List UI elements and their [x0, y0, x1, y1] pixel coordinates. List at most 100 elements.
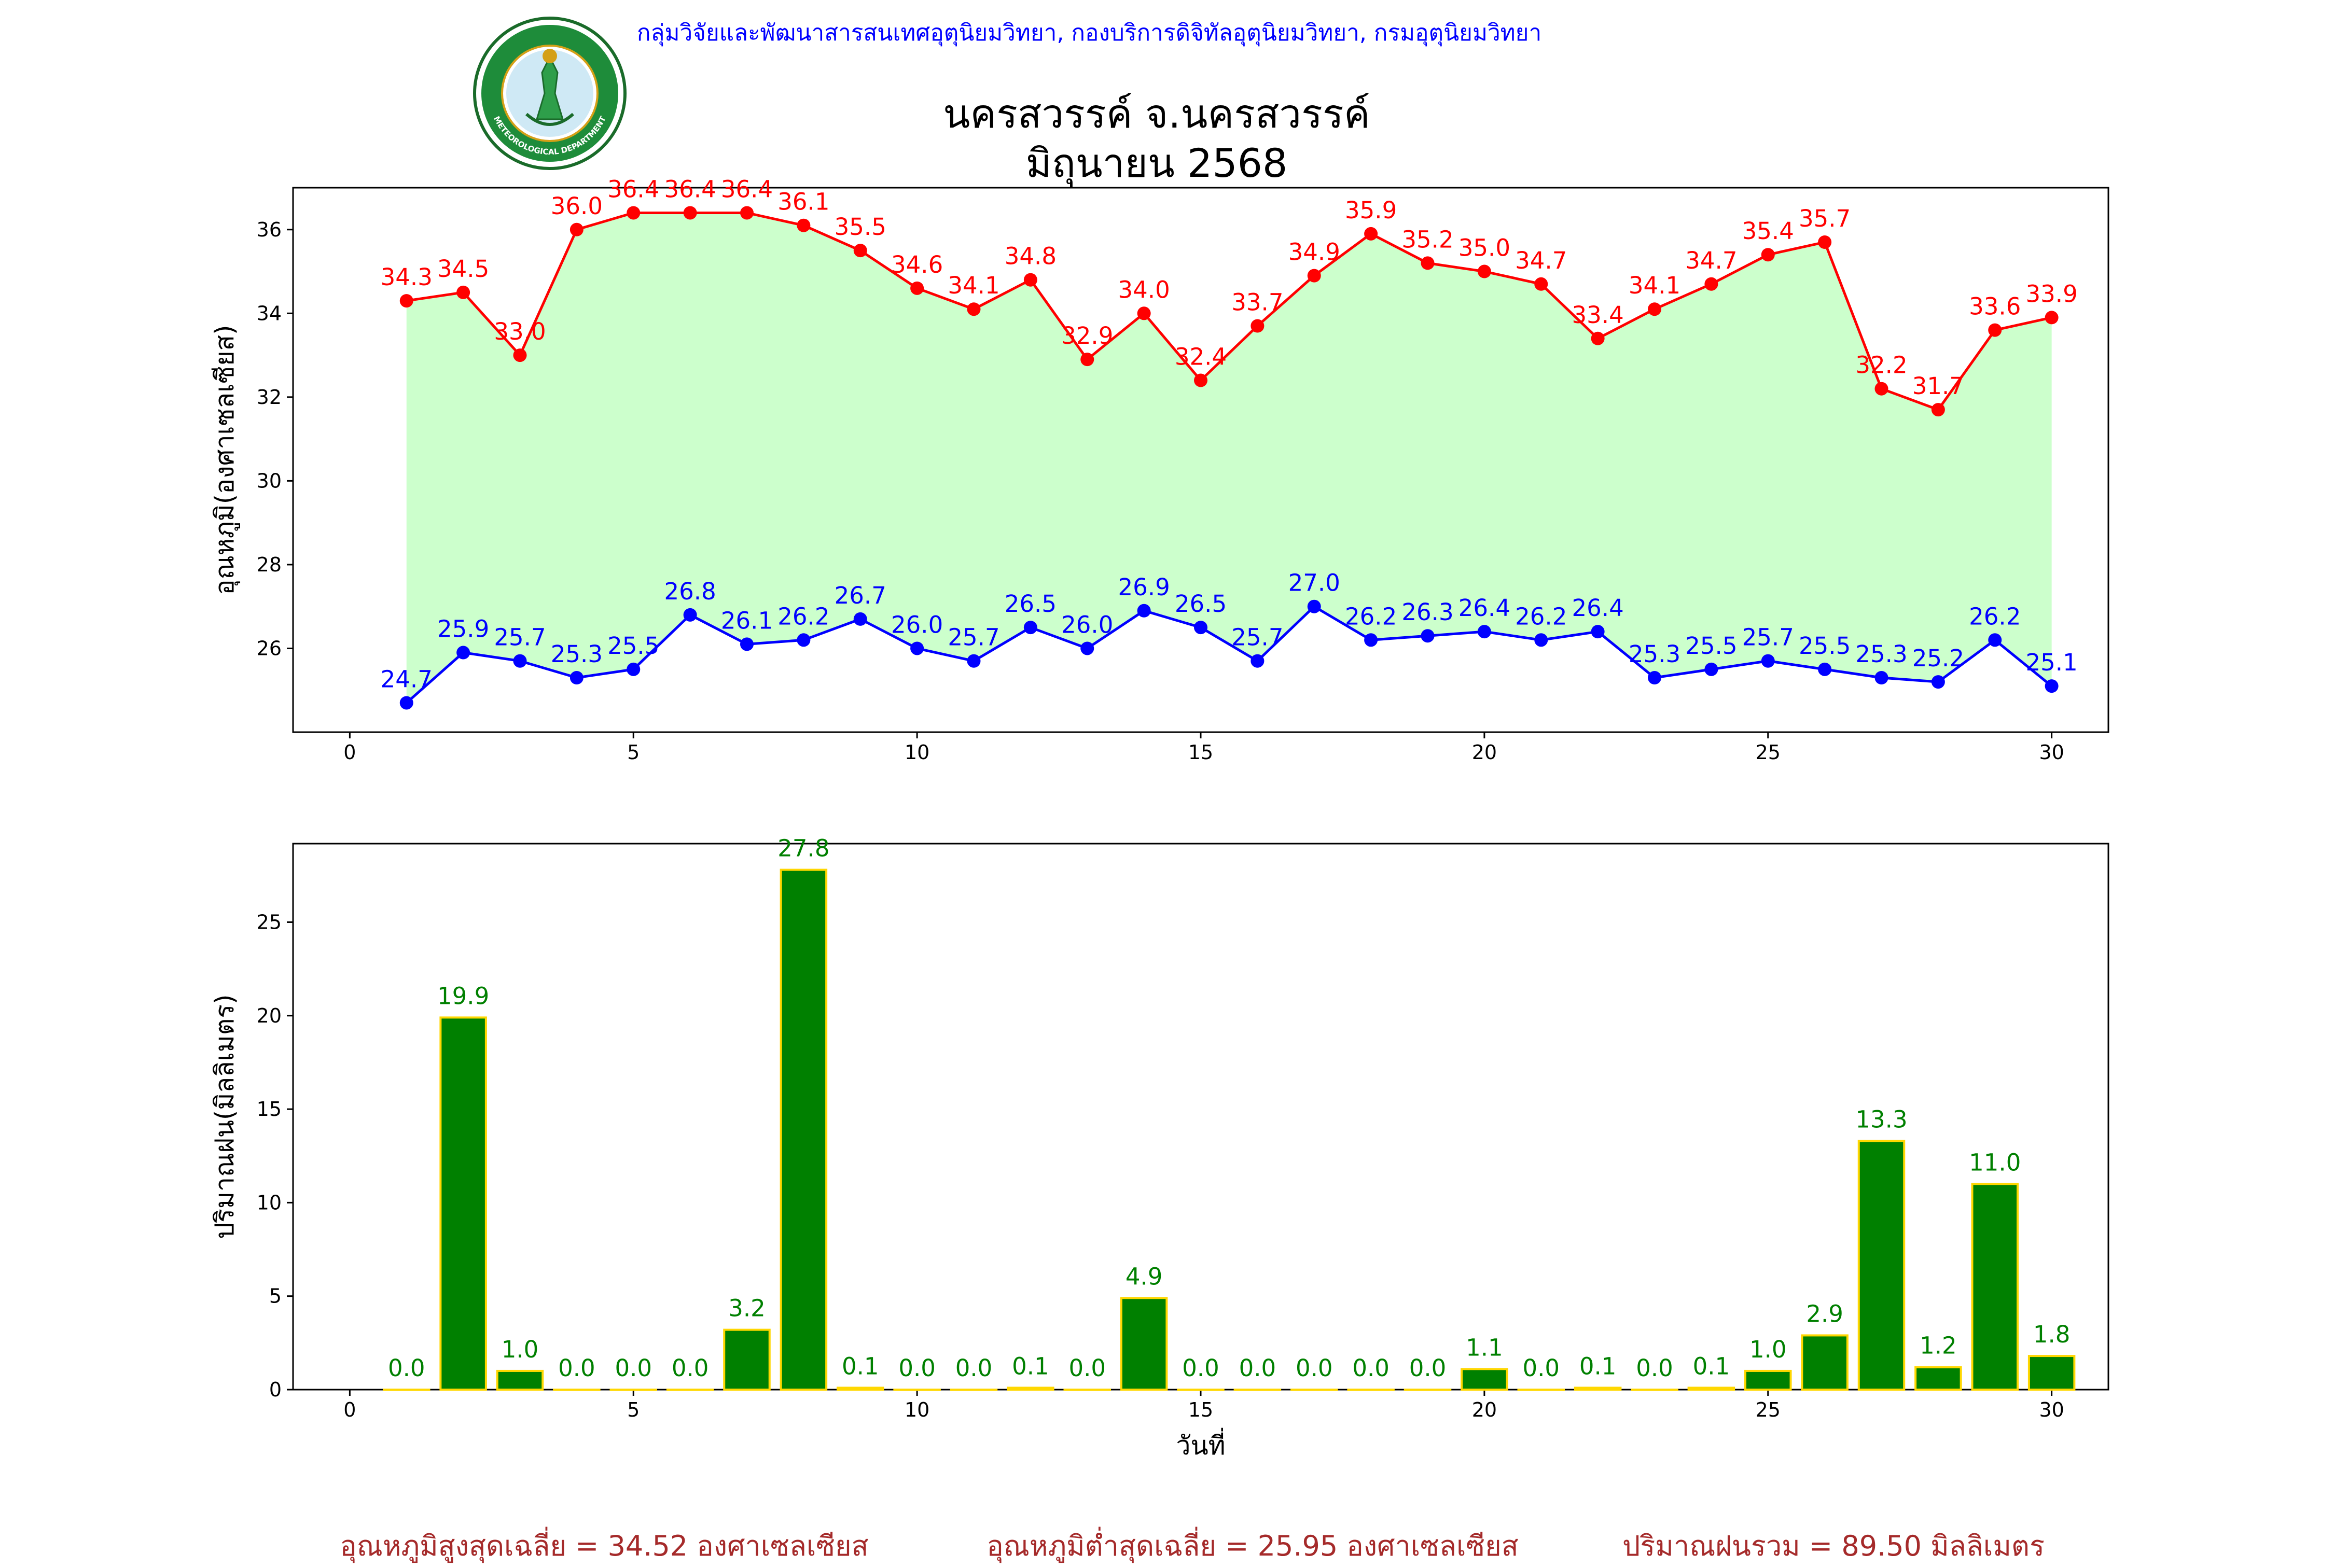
min-temp-point: [1023, 621, 1037, 635]
max-temp-label: 35.2: [1401, 226, 1453, 253]
min-temp-label: 26.0: [1061, 611, 1113, 638]
max-temp-point: [1648, 302, 1661, 316]
max-temp-label: 35.5: [835, 213, 886, 241]
max-temp-point: [1477, 264, 1491, 278]
max-temp-label: 34.9: [1288, 239, 1340, 266]
avg-min-temp-summary: อุณหภูมิต่ำสุดเฉลี่ย = 25.95 องศาเซลเซีย…: [987, 1530, 1519, 1562]
min-temp-point: [1307, 599, 1321, 613]
y-axis-label: อุณหภูมิ(องศาเซลเซียส): [210, 325, 240, 595]
min-temp-point: [1988, 633, 2002, 647]
min-temp-label: 26.4: [1572, 594, 1624, 622]
rain-bar-label: 1.1: [1466, 1334, 1503, 1361]
rain-bar-label: 0.0: [615, 1354, 652, 1382]
max-temp-label: 34.7: [1685, 247, 1737, 274]
max-temp-point: [740, 206, 754, 220]
rain-bar-label: 0.0: [1352, 1354, 1390, 1382]
max-temp-point: [1534, 277, 1548, 291]
min-temp-point: [1137, 604, 1151, 618]
max-temp-point: [1818, 235, 1832, 249]
min-temp-label: 25.5: [607, 632, 659, 660]
max-temp-point: [627, 206, 641, 220]
min-temp-label: 25.3: [1629, 640, 1680, 668]
rain-bar-label: 3.2: [728, 1295, 766, 1322]
min-temp-point: [1251, 654, 1265, 668]
min-temp-label: 25.5: [1799, 632, 1851, 660]
min-temp-point: [1931, 675, 1945, 689]
x-tick-label: 0: [343, 1398, 356, 1421]
rain-bar: [1857, 1140, 1906, 1391]
total-rain-summary: ปริมาณฝนรวม = 89.50 มิลลิเมตร: [1622, 1530, 2045, 1562]
x-tick-label: 25: [1756, 1398, 1781, 1421]
max-temp-point: [1931, 403, 1945, 417]
rain-bar-label: 1.8: [2033, 1321, 2071, 1348]
department-logo: กรมอุตุนิยมวิทยา METEOROLOGICAL DEPARTME…: [472, 16, 627, 170]
min-temp-label: 26.2: [1969, 603, 2021, 630]
rain-bar: [1007, 1387, 1054, 1391]
y-tick-label: 10: [257, 1191, 282, 1214]
max-temp-point: [1023, 273, 1037, 287]
max-temp-label: 35.7: [1799, 205, 1851, 232]
min-temp-label: 25.3: [551, 640, 603, 668]
rain-bar: [723, 1328, 771, 1391]
temperature-range-fill: [406, 213, 2052, 703]
y-tick-label: 28: [257, 553, 282, 576]
max-temp-label: 35.0: [1458, 234, 1510, 262]
y-tick-label: 26: [257, 637, 282, 660]
x-tick-label: 10: [905, 1398, 929, 1421]
max-temp-line: [406, 211, 2052, 412]
max-temp-label: 34.3: [381, 263, 433, 291]
max-temp-label: 34.7: [1515, 247, 1567, 274]
max-temp-label: 36.4: [607, 175, 659, 203]
x-tick-label: 20: [1472, 1398, 1497, 1421]
max-temp-point: [853, 244, 867, 258]
y-tick-label: 30: [257, 469, 282, 492]
min-temp-label: 25.2: [1912, 645, 1964, 672]
rain-bar: [1914, 1366, 1962, 1391]
rain-bar-label: 0.1: [842, 1352, 879, 1380]
min-temp-label: 26.2: [1345, 603, 1397, 630]
rain-bar-label: 0.0: [1296, 1354, 1333, 1382]
rain-bar-label: 0.0: [955, 1354, 993, 1382]
max-temp-label: 33.6: [1969, 293, 2021, 320]
max-temp-point: [1988, 323, 2002, 337]
x-tick-label: 10: [905, 741, 929, 764]
min-temp-label: 25.7: [1231, 624, 1283, 651]
max-temp-point: [513, 348, 527, 362]
rain-bar-label: 19.9: [437, 982, 489, 1010]
min-temp-point: [513, 654, 527, 668]
max-temp-point: [1364, 227, 1378, 241]
min-temp-label: 26.5: [1005, 590, 1057, 618]
rain-bar-label: 11.0: [1969, 1149, 2021, 1176]
max-temp-label: 33.7: [1231, 289, 1283, 316]
rain-bar: [1120, 1297, 1168, 1391]
min-temp-point: [967, 654, 981, 668]
min-temp-label: 26.3: [1401, 598, 1453, 626]
max-temp-label: 36.4: [721, 175, 773, 203]
max-temp-point: [1080, 353, 1094, 367]
min-temp-point: [456, 646, 470, 660]
x-tick-label: 5: [627, 1398, 640, 1421]
x-tick-label: 30: [2039, 741, 2064, 764]
min-temp-label: 25.9: [437, 615, 489, 643]
rain-bar-label: 0.0: [898, 1354, 936, 1382]
max-temp-label: 32.4: [1175, 343, 1227, 371]
min-temp-label: 25.1: [2026, 649, 2078, 676]
max-temp-label: 34.0: [1118, 276, 1170, 303]
max-temp-point: [569, 222, 584, 236]
min-temp-label: 26.2: [777, 603, 829, 630]
y-tick-label: 34: [257, 302, 282, 325]
rain-bar-label: 0.0: [1068, 1354, 1106, 1382]
max-temp-label: 34.8: [1005, 243, 1057, 270]
x-axis-label: วันที่: [1176, 1428, 1225, 1461]
rain-bar-label: 1.0: [1749, 1336, 1787, 1363]
station-title: นครสวรรค์ จ.นครสวรรค์: [943, 91, 1370, 137]
max-temp-label: 32.9: [1061, 322, 1113, 349]
x-tick-label: 25: [1756, 741, 1781, 764]
max-temp-label: 36.0: [551, 192, 603, 220]
min-temp-line: [406, 605, 2053, 704]
min-temp-label: 26.2: [1515, 603, 1567, 630]
min-temp-label: 26.5: [1175, 590, 1227, 618]
max-temp-point: [683, 206, 697, 220]
max-temp-point: [1591, 331, 1605, 345]
max-temp-point: [1307, 269, 1321, 283]
